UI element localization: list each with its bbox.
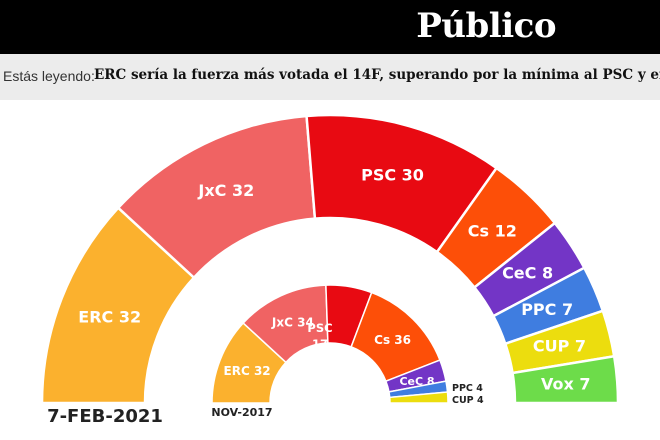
slice-label-erc: ERC 32 <box>224 364 271 378</box>
slice-label-ppc: PPC 4 <box>452 383 483 394</box>
outer-chart-date-label: 7-FEB-2021 <box>47 406 163 427</box>
parliament-charts: ERC 32 JxC 32 PSC 30 Cs 12 CeC 8 PPC 7 CUP 7 Vo… <box>40 113 620 427</box>
slice-label-cs: Cs 12 <box>468 222 517 241</box>
slice-label-psc-1: 17 <box>312 337 328 351</box>
site-header: Público <box>0 0 660 54</box>
reading-bar: Estás leyendo: ERC sería la fuerza más v… <box>0 54 660 100</box>
slice-label-psc: PSC 30 <box>361 166 424 185</box>
outer-parliament-chart: ERC 32 JxC 32 PSC 30 Cs 12 CeC 8 PPC 7 CUP 7 Vo… <box>40 113 620 405</box>
slice-label-cup: CUP 4 <box>452 395 484 406</box>
slice-label-vox: Vox 7 <box>541 374 591 393</box>
slice-label-cup: CUP 7 <box>533 336 586 355</box>
slice-label-jxc: JxC 32 <box>197 181 254 200</box>
inner-chart-date-label: NOV-2017 <box>211 406 272 419</box>
slice-label-jxc: JxC 34 <box>271 315 314 329</box>
slice-label-psc-0: PSC <box>307 321 332 335</box>
slice-label-cs: Cs 36 <box>374 333 411 347</box>
slice-label-ppc: PPC 7 <box>521 300 573 319</box>
seat-slice-cup <box>388 391 449 404</box>
seat-slice-vox <box>511 354 620 405</box>
slice-label-cec: CeC 8 <box>502 264 553 283</box>
reading-label: Estás leyendo: <box>3 68 95 84</box>
article-headline[interactable]: ERC sería la fuerza más votada el 14F, s… <box>94 67 660 83</box>
site-logo[interactable]: Público <box>416 6 556 46</box>
slice-label-erc: ERC 32 <box>78 308 141 327</box>
